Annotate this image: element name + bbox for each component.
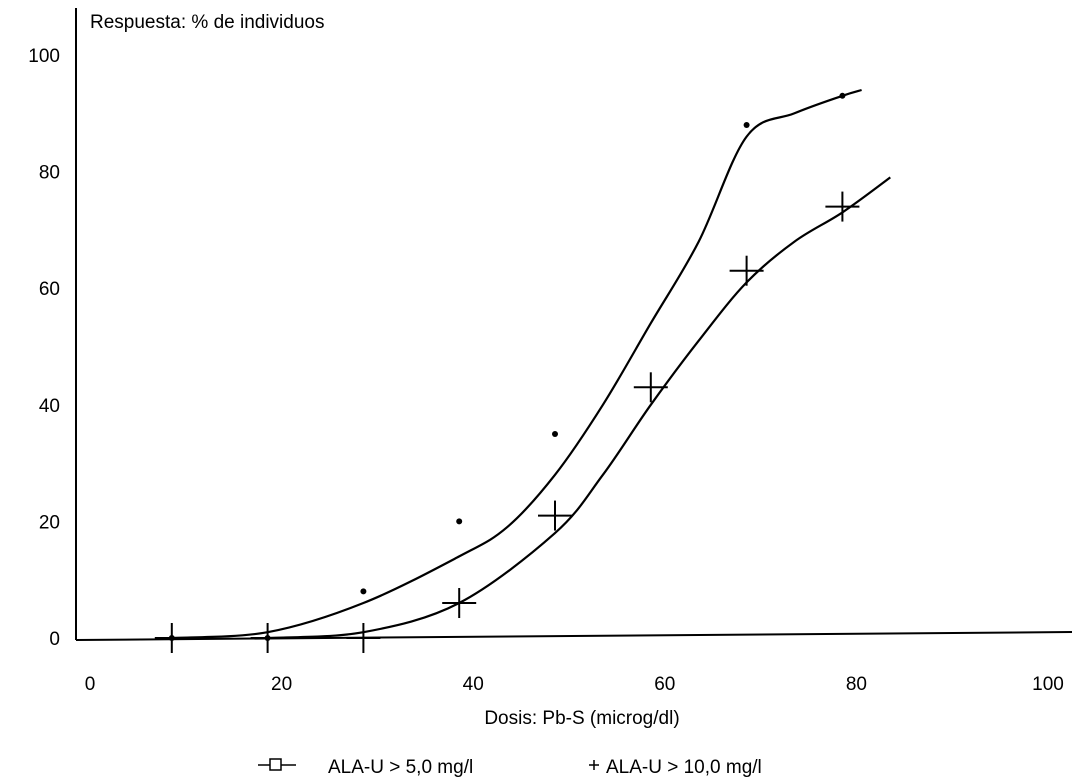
series-2-point xyxy=(729,255,764,286)
y-tick-label: 20 xyxy=(39,512,60,533)
axes xyxy=(75,8,1073,641)
series-1-point xyxy=(456,518,463,525)
data-markers xyxy=(154,92,860,653)
series-2-point xyxy=(538,500,572,531)
series-1-point xyxy=(552,430,558,437)
y-tick-label: 60 xyxy=(39,279,60,300)
series-2-line xyxy=(267,176,891,640)
y-tick-label: 100 xyxy=(28,46,60,67)
legend-label-series-1: ALA-U > 5,0 mg/l xyxy=(328,757,473,778)
x-tick-labels: 0 20 40 60 80 100 xyxy=(85,674,1064,695)
fitted-curves xyxy=(171,88,891,640)
series-2-point xyxy=(346,623,381,653)
series-2-point xyxy=(154,623,189,653)
legend-item-series-2: ALA-U > 10,0 mg/l xyxy=(589,757,762,778)
y-axis-title: Respuesta: % de individuos xyxy=(90,12,324,33)
x-tick-label: 40 xyxy=(463,674,484,695)
x-axis-title: Dosis: Pb-S (microg/dl) xyxy=(484,708,679,729)
series-2-point xyxy=(825,191,860,222)
series-2-point xyxy=(442,588,477,619)
series-1-point xyxy=(743,121,750,128)
x-tick-label: 80 xyxy=(846,674,867,695)
series-1-line xyxy=(171,88,862,640)
y-tick-label: 0 xyxy=(49,629,60,650)
x-tick-label: 20 xyxy=(271,674,292,695)
y-tick-label: 80 xyxy=(39,163,60,184)
legend-item-series-1: ALA-U > 5,0 mg/l xyxy=(258,757,473,778)
series-2-point xyxy=(633,372,668,403)
series-2-point xyxy=(250,623,285,653)
legend: ALA-U > 5,0 mg/l ALA-U > 10,0 mg/l xyxy=(258,757,762,778)
x-axis-line xyxy=(75,631,1073,641)
legend-square-icon xyxy=(269,758,282,771)
x-tick-label: 60 xyxy=(654,674,675,695)
y-tick-label: 40 xyxy=(39,396,60,417)
series-1-point xyxy=(360,588,367,595)
legend-label-series-2: ALA-U > 10,0 mg/l xyxy=(606,757,762,778)
series-1-point xyxy=(839,92,846,99)
x-tick-label: 100 xyxy=(1032,674,1064,695)
x-tick-label: 0 xyxy=(85,674,96,695)
y-tick-labels: 0 20 40 60 80 100 xyxy=(28,46,60,650)
